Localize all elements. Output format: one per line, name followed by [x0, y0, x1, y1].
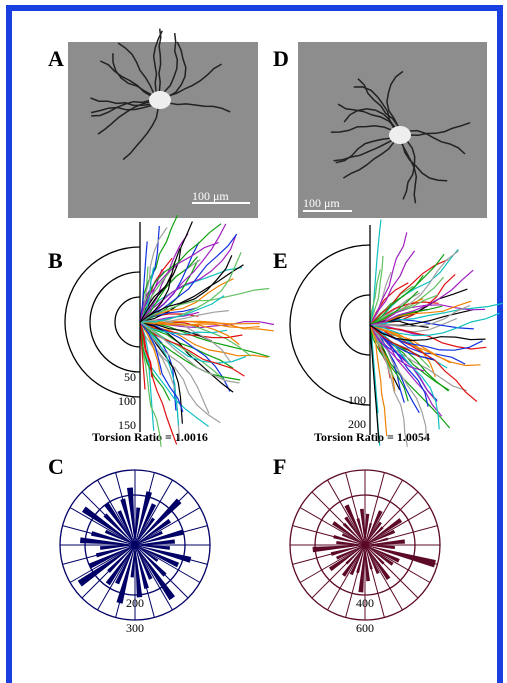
r-tick-label: 600: [356, 621, 374, 635]
panel-label: D: [273, 46, 289, 71]
panel-label: A: [48, 46, 64, 71]
scale-bar-label: 100 μm: [192, 189, 229, 203]
caption: Torsion Ratio = 1.0016: [92, 430, 208, 444]
micrograph: [68, 29, 258, 218]
panel-label: F: [273, 454, 286, 479]
figure: A D 100 μm 100 μm B E Torsion Ratio = 1.…: [0, 0, 507, 683]
r-tick-label: 400: [356, 596, 374, 610]
soma: [149, 91, 171, 109]
r-tick-label: 300: [126, 621, 144, 635]
scale-bar-label: 100 μm: [303, 196, 340, 210]
panel-label: B: [48, 248, 63, 273]
ring-label: 100: [348, 393, 366, 407]
ring-label: 150: [118, 418, 136, 432]
r-tick-label: 200: [126, 596, 144, 610]
ring-label: 50: [124, 370, 136, 384]
ring-label: 200: [348, 417, 366, 431]
micrograph: [298, 42, 487, 218]
panel-label: E: [273, 248, 288, 273]
panel-label: C: [48, 454, 64, 479]
soma: [389, 126, 411, 144]
caption: Torsion Ratio = 1.0054: [314, 430, 430, 444]
ring-label: 100: [118, 394, 136, 408]
